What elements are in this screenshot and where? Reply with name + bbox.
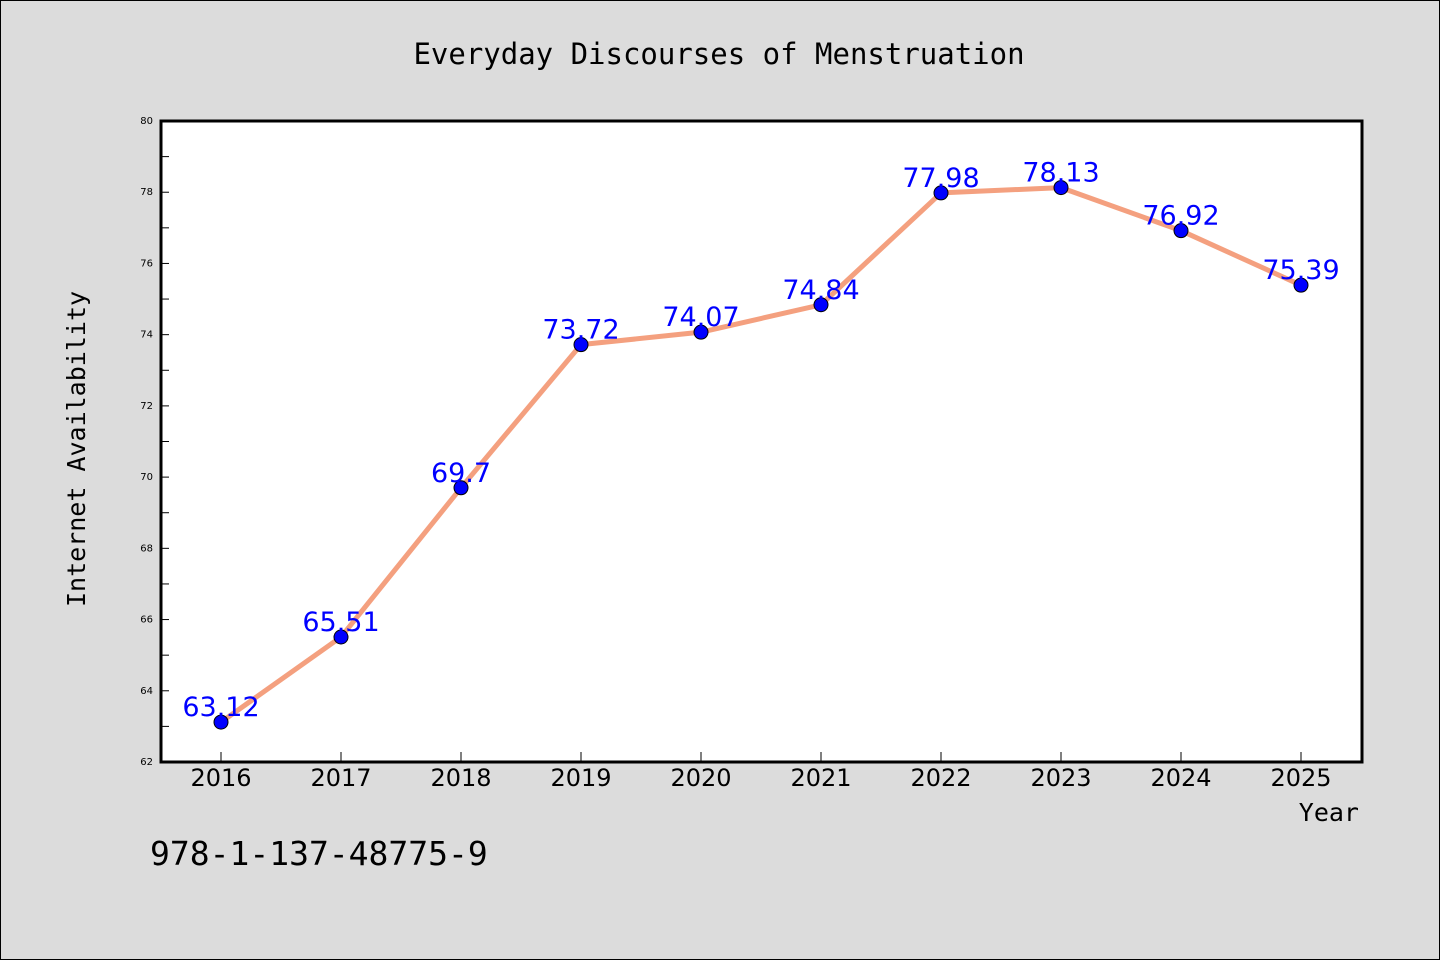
y-tick-label: 68 (140, 543, 153, 554)
x-axis-label: Year (1299, 798, 1359, 827)
x-tick-label: 2024 (1150, 764, 1211, 792)
x-tick-label: 2018 (430, 764, 491, 792)
data-label: 69.7 (431, 458, 491, 489)
x-tick-label: 2017 (310, 764, 371, 792)
data-point-marker (933, 185, 949, 201)
data-point-marker (453, 480, 469, 496)
y-tick-label: 78 (140, 187, 153, 198)
y-tick-label: 80 (140, 116, 153, 127)
data-point-marker (1173, 223, 1189, 239)
data-label: 76.92 (1142, 201, 1219, 232)
data-point-marker (813, 297, 829, 313)
data-point-marker (1053, 180, 1069, 196)
x-tick-label: 2022 (910, 764, 971, 792)
plot-area (159, 119, 1364, 764)
y-tick-label: 72 (140, 401, 153, 412)
chart-title: Everyday Discourses of Menstruation (413, 37, 1024, 71)
y-tick-label: 70 (140, 472, 153, 483)
data-label: 63.12 (182, 692, 259, 723)
data-label: 74.84 (782, 275, 859, 306)
data-label: 75.39 (1262, 255, 1339, 286)
y-axis-label: Internet Availability (62, 291, 91, 607)
x-tick-label: 2023 (1030, 764, 1091, 792)
data-point-marker (213, 714, 229, 730)
y-tick-label: 76 (140, 258, 153, 269)
data-label: 65.51 (302, 607, 379, 638)
y-tick-label: 74 (140, 330, 153, 341)
series-line (218, 185, 1304, 725)
y-tick-label: 66 (140, 615, 153, 626)
x-tick-label: 2021 (790, 764, 851, 792)
data-point-marker (333, 629, 349, 645)
data-label: 78.13 (1022, 158, 1099, 189)
data-point-marker (693, 324, 709, 340)
data-label: 73.72 (542, 315, 619, 346)
x-tick-label: 2016 (190, 764, 251, 792)
y-tick-label: 64 (140, 686, 153, 697)
x-tick-label: 2025 (1270, 764, 1331, 792)
y-tick-label: 62 (140, 757, 153, 768)
x-tick-label: 2020 (670, 764, 731, 792)
data-label: 77.98 (902, 163, 979, 194)
isbn-annotation: 978-1-137-48775-9 (150, 834, 488, 873)
data-point-marker (1293, 277, 1309, 293)
x-tick-label: 2019 (550, 764, 611, 792)
data-label: 74.07 (662, 302, 739, 333)
data-point-marker (573, 337, 589, 353)
